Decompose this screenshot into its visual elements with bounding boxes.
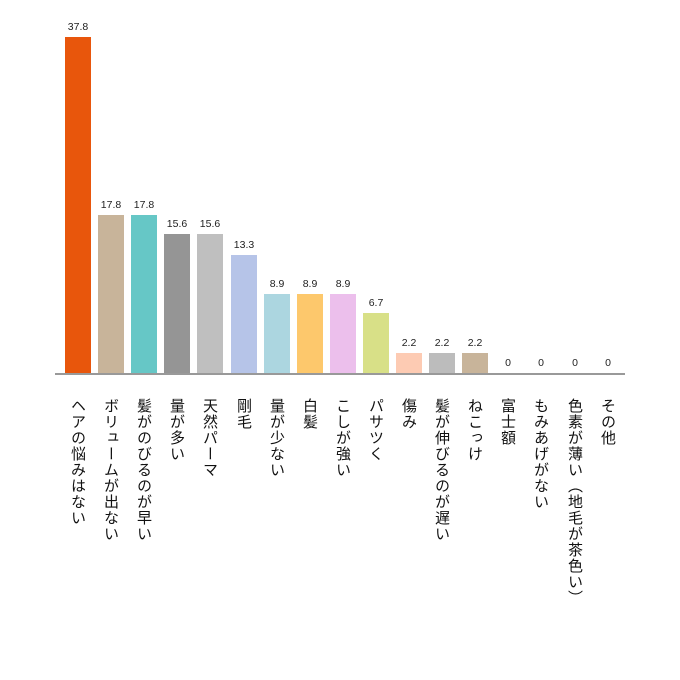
category-label: 髪がのびるのが早い — [135, 398, 153, 542]
category-label: ボリュームが出ない — [102, 398, 120, 542]
category-label: もみあげがない — [532, 398, 550, 510]
bar-value-label: 8.9 — [269, 278, 285, 290]
bar — [462, 353, 488, 373]
bar-value-label: 8.9 — [302, 278, 318, 290]
bar-value-label: 13.3 — [233, 239, 255, 251]
category-label: 髪が伸びるのが遅い — [433, 398, 451, 542]
bar — [131, 215, 157, 373]
category-label: 量が少ない — [268, 398, 286, 478]
category-label: 剛毛 — [235, 398, 253, 430]
category-label: 白髪 — [301, 398, 319, 430]
bar — [231, 255, 257, 373]
x-axis-line — [55, 373, 625, 375]
category-label: 色素が薄い（地毛が茶色い） — [566, 398, 584, 606]
category-label: 富士額 — [499, 398, 517, 446]
bar-value-label: 0 — [605, 357, 611, 369]
bar-value-label: 37.8 — [67, 21, 89, 33]
bar — [396, 353, 422, 373]
bar-value-label: 0 — [572, 357, 578, 369]
category-label: ねこっけ — [466, 398, 484, 462]
bar — [330, 294, 356, 373]
bar — [197, 234, 223, 373]
bar — [98, 215, 124, 373]
category-label: こしが強い — [334, 398, 352, 478]
bar-value-label: 15.6 — [166, 218, 188, 230]
bar-value-label: 0 — [505, 357, 511, 369]
category-label: その他 — [599, 398, 617, 446]
bar — [264, 294, 290, 373]
bar-value-label: 2.2 — [434, 337, 450, 349]
bar — [429, 353, 455, 373]
bar-value-label: 8.9 — [335, 278, 351, 290]
bar — [297, 294, 323, 373]
category-label: 量が多い — [168, 398, 186, 462]
category-label: 天然パーマ — [201, 398, 219, 478]
bar-value-label: 15.6 — [199, 218, 221, 230]
bar — [65, 37, 91, 373]
bar-value-label: 17.8 — [100, 199, 122, 211]
bar — [164, 234, 190, 373]
bar — [363, 313, 389, 373]
bar-value-label: 6.7 — [368, 297, 384, 309]
bar-value-label: 17.8 — [133, 199, 155, 211]
bar-value-label: 2.2 — [401, 337, 417, 349]
bar-value-label: 0 — [538, 357, 544, 369]
category-label: ヘアの悩みはない — [69, 398, 87, 526]
bar-value-label: 2.2 — [467, 337, 483, 349]
category-label: 傷み — [400, 398, 418, 430]
category-label: パサツく — [367, 398, 385, 462]
